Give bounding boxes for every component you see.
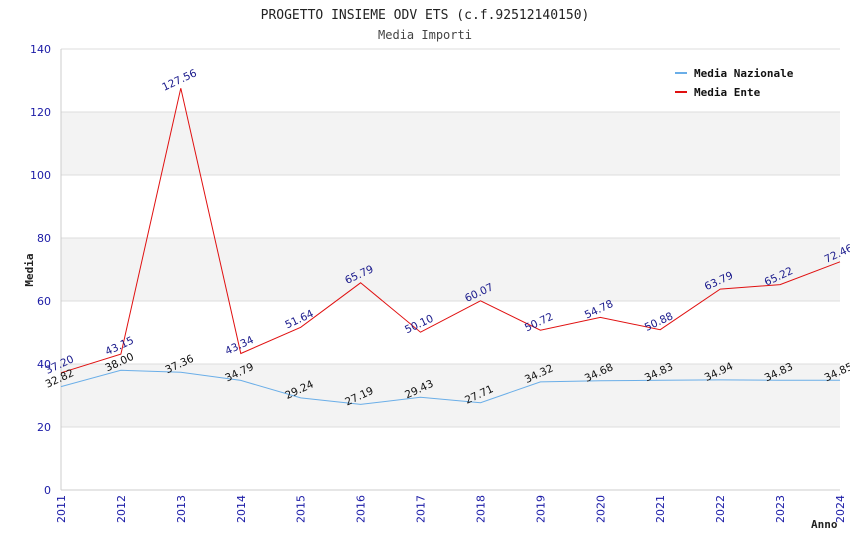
- x-tick-label: 2013: [175, 495, 188, 523]
- x-tick-label: 2024: [834, 495, 847, 523]
- data-label: 43.34: [223, 334, 256, 358]
- y-ticks: 0 20 40 60 80 100 120 140: [30, 43, 51, 497]
- chart-title: PROGETTO INSIEME ODV ETS (c.f.9251214015…: [261, 8, 590, 23]
- x-ticks: 2011 2012 2013 2014 2015 2016 2017 2018 2019 2020…: [55, 495, 847, 523]
- y-axis-label: Media: [23, 253, 36, 286]
- y-tick-label: 40: [37, 358, 51, 371]
- x-tick-label: 2012: [115, 495, 128, 523]
- x-tick-label: 2023: [774, 495, 787, 523]
- y-tick-label: 60: [37, 295, 51, 308]
- data-label: 50.88: [643, 310, 675, 334]
- y-tick-label: 140: [30, 43, 51, 56]
- series-lines: [60, 88, 841, 405]
- y-tick-label: 100: [30, 169, 51, 182]
- x-tick-label: 2017: [415, 495, 428, 523]
- axes: [60, 49, 840, 491]
- y-tick-label: 120: [30, 106, 51, 119]
- y-tick-label: 80: [37, 232, 51, 245]
- x-tick-label: 2014: [235, 495, 248, 523]
- data-label: 50.10: [403, 313, 435, 337]
- x-tick-label: 2020: [594, 495, 607, 523]
- x-tick-label: 2018: [474, 495, 487, 523]
- data-label: 50.72: [523, 311, 555, 335]
- x-tick-label: 2019: [534, 495, 547, 523]
- x-tick-label: 2021: [654, 495, 667, 523]
- grid-bands: [61, 112, 840, 427]
- x-tick-label: 2022: [714, 495, 727, 523]
- x-tick-label: 2011: [55, 495, 68, 523]
- series-line-media-ente: [60, 88, 841, 374]
- x-tick-label: 2015: [295, 495, 308, 523]
- y-tick-label: 20: [37, 421, 51, 434]
- y-tick-label: 0: [44, 484, 51, 497]
- series-line-media-nazionale: [60, 369, 841, 405]
- x-tick-label: 2016: [355, 495, 368, 523]
- legend: Media Nazionale Media Ente: [675, 67, 794, 99]
- grid-band: [61, 238, 840, 301]
- grid-band: [61, 364, 840, 427]
- grid-band: [61, 112, 840, 175]
- chart-subtitle: Media Importi: [378, 28, 472, 42]
- legend-label: Media Nazionale: [694, 67, 794, 80]
- x-axis-label: Anno: [811, 518, 838, 531]
- data-label: 127.56: [160, 67, 199, 94]
- legend-label: Media Ente: [694, 86, 761, 99]
